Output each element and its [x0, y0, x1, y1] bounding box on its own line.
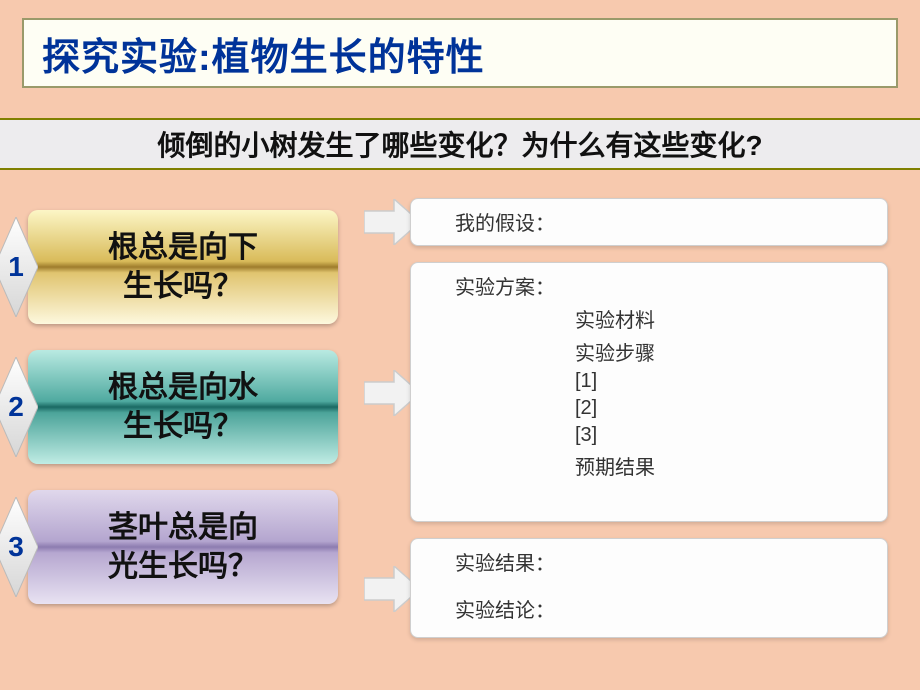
title-bar: 探究实验:植物生长的特性 — [22, 18, 898, 88]
subtitle-text: 倾倒的小树发生了哪些变化？为什么有这些变化? — [157, 124, 762, 164]
title-text: 探究实验:植物生长的特性 — [42, 26, 485, 81]
plan-item-1: 实验步骤 — [455, 337, 873, 366]
diamond-2: 2 — [0, 357, 38, 457]
panel-hypothesis: 我的假设： — [410, 198, 888, 246]
panel-results: 实验结果： 实验结论： — [410, 538, 888, 638]
q3-line1: 茎叶总是向 — [108, 508, 258, 547]
question-block-1: 根总是向下 生长吗？ — [28, 210, 338, 324]
plan-item-3: [2] — [455, 397, 873, 420]
plan-item-5: 预期结果 — [455, 451, 873, 480]
q1-line1: 根总是向下 — [108, 228, 258, 267]
q1-line2: 生长吗？ — [108, 267, 258, 306]
plan-item-4: [3] — [455, 424, 873, 447]
panel-plan: 实验方案： 实验材料 实验步骤 [1] [2] [3] 预期结果 — [410, 262, 888, 522]
q2-line2: 生长吗？ — [108, 407, 258, 446]
panel-results-label: 实验结果： — [455, 547, 873, 576]
subtitle-bar: 倾倒的小树发生了哪些变化？为什么有这些变化? — [0, 118, 920, 170]
diamond-3-num: 3 — [8, 531, 24, 563]
plan-item-2: [1] — [455, 370, 873, 393]
plan-item-0: 实验材料 — [455, 304, 873, 333]
diamond-1: 1 — [0, 217, 38, 317]
panel-hypothesis-label: 我的假设： — [455, 213, 555, 235]
diamond-2-num: 2 — [8, 391, 24, 423]
question-block-3: 茎叶总是向 光生长吗？ — [28, 490, 338, 604]
q2-line1: 根总是向水 — [108, 368, 258, 407]
diamond-3: 3 — [0, 497, 38, 597]
question-block-2: 根总是向水 生长吗？ — [28, 350, 338, 464]
panel-conclusion-label: 实验结论： — [455, 594, 873, 623]
q3-line2: 光生长吗？ — [108, 547, 258, 586]
panel-plan-label: 实验方案： — [455, 271, 873, 300]
diamond-1-num: 1 — [8, 251, 24, 283]
